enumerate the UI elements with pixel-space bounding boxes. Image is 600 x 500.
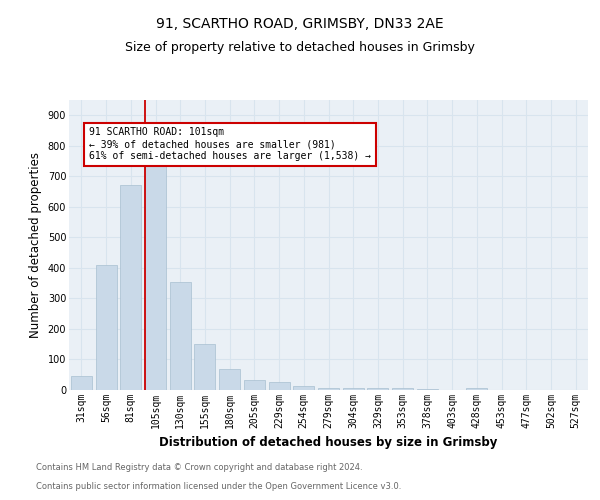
Text: Size of property relative to detached houses in Grimsby: Size of property relative to detached ho… (125, 41, 475, 54)
Text: Contains public sector information licensed under the Open Government Licence v3: Contains public sector information licen… (36, 482, 401, 491)
Bar (417, 389, 438, 390)
Bar (269, 382, 290, 390)
Bar (466, 388, 487, 390)
Text: 91 SCARTHO ROAD: 101sqm
← 39% of detached houses are smaller (981)
61% of semi-d: 91 SCARTHO ROAD: 101sqm ← 39% of detache… (89, 128, 371, 160)
Bar (120, 186, 141, 390)
Bar (95, 265, 116, 390)
Y-axis label: Number of detached properties: Number of detached properties (29, 152, 42, 338)
Bar (318, 388, 339, 390)
Bar (343, 388, 364, 390)
Bar (392, 388, 413, 390)
Bar (293, 386, 314, 390)
Bar (170, 282, 191, 390)
Bar (244, 380, 265, 390)
Text: 91, SCARTHO ROAD, GRIMSBY, DN33 2AE: 91, SCARTHO ROAD, GRIMSBY, DN33 2AE (156, 18, 444, 32)
Bar (71, 376, 92, 390)
Text: Contains HM Land Registry data © Crown copyright and database right 2024.: Contains HM Land Registry data © Crown c… (36, 464, 362, 472)
Bar (367, 388, 388, 390)
X-axis label: Distribution of detached houses by size in Grimsby: Distribution of detached houses by size … (160, 436, 497, 450)
Bar (194, 344, 215, 390)
Bar (219, 369, 240, 390)
Bar (145, 162, 166, 390)
